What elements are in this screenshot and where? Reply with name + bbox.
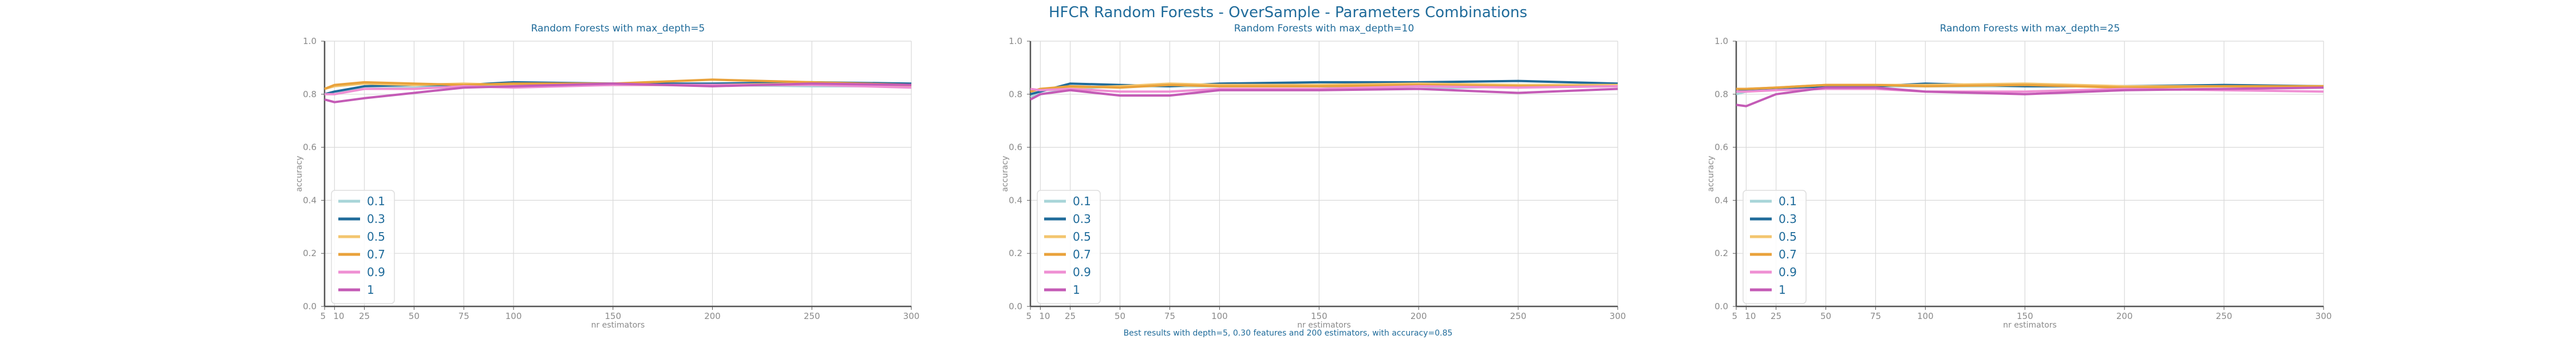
legend: 0.1 0.3 0.5 0.7 0.9 1 <box>1743 190 1807 304</box>
legend-label: 0.9 <box>1073 265 1091 279</box>
y-tick-label: 0.8 <box>303 89 317 99</box>
x-tick-label: 25 <box>1771 311 1781 321</box>
series-line-0.9 <box>1030 85 1618 93</box>
y-tick-label: 1.0 <box>303 36 317 46</box>
x-axis-label: nr estimators <box>2003 321 2057 330</box>
y-tick-label: 0.8 <box>1009 89 1022 99</box>
series-line-1 <box>1030 87 1618 101</box>
legend-label: 0.1 <box>367 194 385 208</box>
legend-label: 1 <box>1073 283 1080 297</box>
legend: 0.1 0.3 0.5 0.7 0.9 1 <box>1037 190 1101 304</box>
legend-label: 0.1 <box>1073 194 1091 208</box>
series-line-0.7 <box>1030 83 1618 93</box>
subplot-title: Random Forests with max_depth=5 <box>531 23 705 34</box>
y-axis-label: accuracy <box>1706 155 1716 192</box>
y-tick-label: 0.2 <box>1009 248 1022 258</box>
x-tick-label: 50 <box>1115 311 1125 321</box>
subplot-title: Random Forests with max_depth=25 <box>1940 23 2120 34</box>
x-tick-label: 75 <box>1164 311 1175 321</box>
y-tick-label: 0.8 <box>1714 89 1728 99</box>
legend-label: 1 <box>1779 283 1786 297</box>
y-tick-label: 0.6 <box>303 142 317 153</box>
subplots: Random Forests with max_depth=5 0.0 0.2 0.4… <box>295 23 2332 330</box>
y-tick-label: 1.0 <box>1009 36 1022 46</box>
x-tick-label: 5 <box>1732 311 1737 321</box>
x-tick-label: 100 <box>1917 311 1934 321</box>
legend-label: 0.3 <box>367 212 385 226</box>
x-tick-label: 50 <box>409 311 420 321</box>
y-tick-label: 1.0 <box>1714 36 1728 46</box>
y-tick-label: 0.6 <box>1009 142 1022 153</box>
y-tick-label: 0.2 <box>303 248 317 258</box>
x-tick-label: 75 <box>459 311 469 321</box>
x-tick-label: 10 <box>333 311 344 321</box>
x-tick-label: 25 <box>359 311 370 321</box>
legend-label: 0.5 <box>367 230 385 244</box>
y-tick-label: 0.4 <box>1714 195 1728 205</box>
x-tick-label: 75 <box>1870 311 1881 321</box>
x-tick-label: 200 <box>704 311 721 321</box>
legend-label: 0.1 <box>1779 194 1797 208</box>
y-tick-label: 0.6 <box>1714 142 1728 153</box>
series-line-1 <box>324 82 912 103</box>
series-line-0.7 <box>1736 83 2324 90</box>
series-line-1 <box>1736 86 2324 107</box>
x-tick-label: 100 <box>505 311 522 321</box>
y-tick-label: 0.0 <box>1714 301 1728 312</box>
legend-label: 0.7 <box>1073 248 1091 261</box>
x-tick-label: 10 <box>1039 311 1050 321</box>
x-tick-label: 250 <box>1510 311 1527 321</box>
x-tick-label: 5 <box>1026 311 1032 321</box>
series-line-0.7 <box>324 78 912 90</box>
y-tick-label: 0.4 <box>1009 195 1022 205</box>
x-tick-label: 200 <box>2116 311 2133 321</box>
figure-title: HFCR Random Forests - OverSample - Param… <box>1049 4 1527 21</box>
legend-label: 0.7 <box>1779 248 1797 261</box>
y-tick-label: 0.0 <box>1009 301 1022 312</box>
x-tick-label: 10 <box>1745 311 1756 321</box>
subplot-2: Random Forests with max_depth=10 0.0 0.2 0.… <box>1001 23 1626 330</box>
subplot-3: Random Forests with max_depth=25 0.0 0.2 0.… <box>1706 23 2332 330</box>
best-results-note: Best results with depth=5, 0.30 features… <box>1124 329 1453 338</box>
legend-label: 0.3 <box>1073 212 1091 226</box>
y-axis-label: accuracy <box>295 155 304 192</box>
legend-label: 0.7 <box>367 248 385 261</box>
x-tick-label: 150 <box>605 311 621 321</box>
x-tick-label: 150 <box>1311 311 1327 321</box>
legend-label: 1 <box>367 283 374 297</box>
y-tick-label: 0.2 <box>1714 248 1728 258</box>
x-axis-label: nr estimators <box>591 321 645 330</box>
x-tick-label: 250 <box>804 311 820 321</box>
y-axis-label: accuracy <box>1001 155 1010 192</box>
legend-label: 0.5 <box>1073 230 1091 244</box>
x-axis-label: nr estimators <box>1297 321 1351 330</box>
x-tick-label: 250 <box>2216 311 2233 321</box>
x-tick-label: 100 <box>1211 311 1228 321</box>
legend-label: 0.9 <box>367 265 385 279</box>
y-tick-label: 0.0 <box>303 301 317 312</box>
y-tick-label: 0.4 <box>303 195 317 205</box>
x-tick-label: 300 <box>1610 311 1626 321</box>
x-tick-label: 200 <box>1411 311 1427 321</box>
subplot-1: Random Forests with max_depth=5 0.0 0.2 0.4… <box>295 23 919 330</box>
legend-label: 0.5 <box>1779 230 1797 244</box>
x-tick-label: 50 <box>1820 311 1831 321</box>
x-tick-label: 25 <box>1065 311 1076 321</box>
legend-label: 0.9 <box>1779 265 1797 279</box>
x-tick-label: 300 <box>903 311 920 321</box>
subplot-title: Random Forests with max_depth=10 <box>1234 23 1415 34</box>
x-tick-label: 300 <box>2316 311 2332 321</box>
x-tick-label: 150 <box>2017 311 2033 321</box>
x-tick-label: 5 <box>320 311 326 321</box>
legend-label: 0.3 <box>1779 212 1797 226</box>
legend: 0.1 0.3 0.5 0.7 0.9 1 <box>331 190 395 304</box>
